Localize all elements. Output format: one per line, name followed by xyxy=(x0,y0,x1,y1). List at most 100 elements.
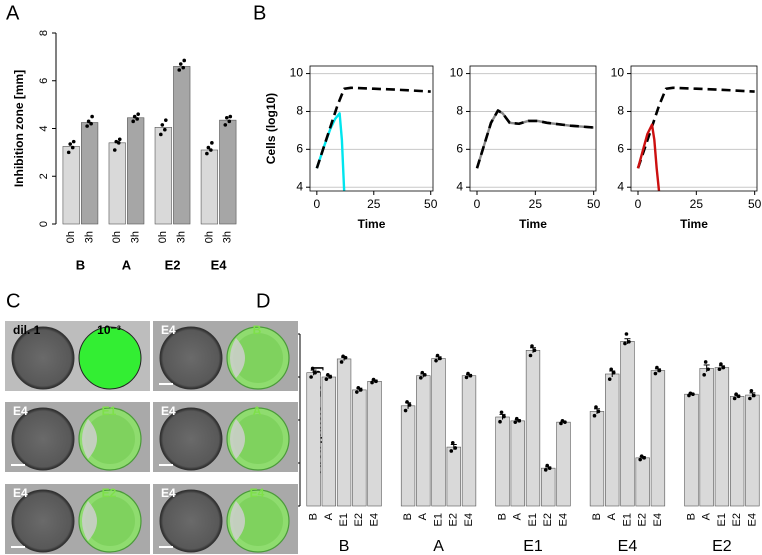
tile-label: 10⁻³ xyxy=(97,323,121,337)
data-point xyxy=(313,370,317,375)
data-point xyxy=(209,148,213,152)
bar xyxy=(699,368,714,507)
dish-left xyxy=(11,407,75,471)
data-point xyxy=(324,377,329,381)
y-tick-label: 6 xyxy=(296,142,303,156)
data-point xyxy=(227,119,232,124)
y-tick-label: 4 xyxy=(296,179,303,193)
group-label: E2 xyxy=(712,538,732,555)
y-tick-label: 4 xyxy=(38,125,50,131)
x-tick-label: 0h xyxy=(111,231,123,243)
x-tick-label: E4 xyxy=(463,513,475,526)
data-point xyxy=(405,400,409,404)
data-point xyxy=(66,150,71,155)
data-point xyxy=(449,449,454,453)
y-axis-label: Inhibition zone [mm] xyxy=(12,70,26,187)
x-axis-label: Time xyxy=(358,217,386,231)
data-point xyxy=(688,391,693,396)
x-tick-label: 50 xyxy=(748,197,762,211)
x-tick-label: B xyxy=(591,513,603,520)
lysis-crescent xyxy=(82,419,97,459)
data-point xyxy=(749,388,754,393)
data-point xyxy=(228,114,233,119)
data-point xyxy=(517,419,522,423)
data-point xyxy=(341,354,345,359)
data-point xyxy=(132,114,137,119)
data-point xyxy=(719,362,723,366)
y-tick-label: 0 xyxy=(38,221,50,227)
panel-label: C xyxy=(6,290,20,312)
data-point xyxy=(135,117,139,121)
data-point xyxy=(638,457,642,462)
x-tick-label: 50 xyxy=(424,197,438,211)
data-point xyxy=(223,123,228,127)
bar xyxy=(556,421,571,507)
y-axis-label: Cells (log10) xyxy=(264,93,278,164)
data-point xyxy=(356,385,361,390)
data-point xyxy=(159,132,163,137)
lysis-crescent xyxy=(230,419,245,459)
data-point xyxy=(513,420,518,424)
x-tick-label: E1 xyxy=(621,513,633,526)
data-point xyxy=(702,373,706,377)
bar xyxy=(589,411,605,507)
data-point xyxy=(528,353,533,358)
data-point xyxy=(596,409,601,414)
bar xyxy=(416,375,431,507)
series-line xyxy=(636,123,661,191)
y-tick-label: 10 xyxy=(290,66,304,80)
x-tick-label: 0h xyxy=(157,231,169,243)
y-tick-label: 6 xyxy=(617,142,624,156)
data-point xyxy=(339,360,344,364)
y-tick-label: 4 xyxy=(617,179,624,193)
data-point xyxy=(732,396,737,401)
dish-left xyxy=(159,407,223,471)
bar xyxy=(620,341,635,507)
tile-label: E4 xyxy=(250,486,265,500)
x-tick-label: 0 xyxy=(474,197,481,211)
x-tick-label: B xyxy=(308,513,320,520)
lysis-crescent xyxy=(230,501,245,541)
data-point xyxy=(592,413,597,418)
data-point xyxy=(164,118,168,122)
x-tick-label: E2 xyxy=(542,513,554,526)
data-point xyxy=(657,368,662,373)
x-tick-label: E1 xyxy=(527,513,539,526)
x-tick-label: 3h xyxy=(84,231,96,243)
data-point xyxy=(370,380,374,385)
data-point xyxy=(419,376,423,380)
data-point xyxy=(607,377,612,381)
tile-label: E4 xyxy=(161,486,176,500)
data-point xyxy=(310,366,315,371)
tile-label: E4 xyxy=(13,404,28,418)
y-tick-label: 2 xyxy=(38,173,50,179)
data-point xyxy=(420,370,425,375)
data-point xyxy=(403,408,408,413)
lysis-crescent xyxy=(230,338,245,378)
x-axis-label: Time xyxy=(680,217,708,231)
tile-label: A xyxy=(253,404,262,418)
data-point xyxy=(639,454,644,458)
bar xyxy=(541,467,556,507)
data-point xyxy=(721,365,726,370)
data-point xyxy=(703,360,708,364)
x-tick-label: 25 xyxy=(367,197,381,211)
data-point xyxy=(438,356,442,361)
bar xyxy=(173,66,191,225)
data-point xyxy=(499,410,504,415)
x-tick-label: E2 xyxy=(731,513,743,526)
series-line xyxy=(475,109,594,169)
panel-label: A xyxy=(6,2,20,24)
tile-label: E4 xyxy=(13,486,28,500)
x-tick-label: 3h xyxy=(222,231,234,243)
y-tick-label: 8 xyxy=(38,30,50,36)
bar xyxy=(446,446,461,507)
dish-right-inner xyxy=(85,414,135,464)
x-axis-label: Time xyxy=(519,217,547,231)
x-tick-label: B xyxy=(402,513,414,520)
bar xyxy=(729,396,745,507)
x-tick-label: 0 xyxy=(635,197,642,211)
data-point xyxy=(627,339,631,344)
data-point xyxy=(90,114,94,119)
